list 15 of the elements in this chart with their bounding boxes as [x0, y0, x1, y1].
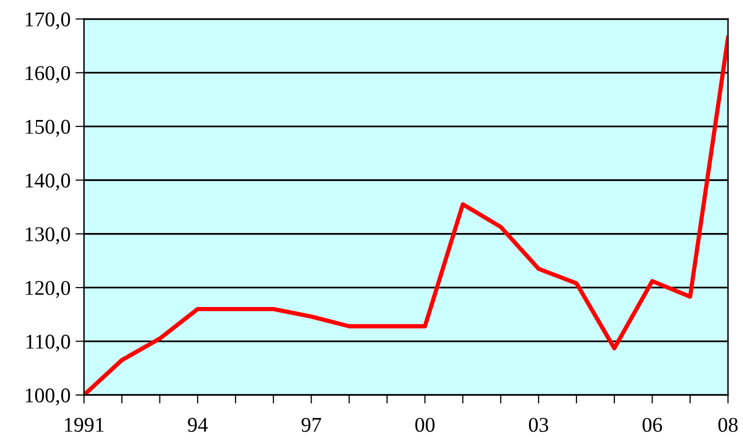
x-tick-label: 97 [302, 418, 322, 432]
x-tick-label: 08 [718, 418, 738, 432]
y-tick-label: 140,0 [26, 174, 70, 191]
y-tick-label: 100,0 [26, 388, 70, 406]
x-tick-label: 94 [188, 418, 208, 432]
x-tick-label: 00 [415, 418, 435, 432]
y-tick-label: 150,0 [26, 120, 70, 137]
y-tick-label: 130,0 [26, 227, 70, 244]
y-tick-label: 160,0 [26, 66, 70, 84]
y-tick-label: 120,0 [26, 280, 70, 298]
x-tick-label: 03 [528, 418, 548, 432]
y-tick-label: 110,0 [26, 334, 70, 352]
x-tick-label: 06 [642, 418, 662, 432]
x-tick-label: 1991 [65, 418, 104, 432]
y-tick-label: 170,0 [26, 12, 70, 30]
